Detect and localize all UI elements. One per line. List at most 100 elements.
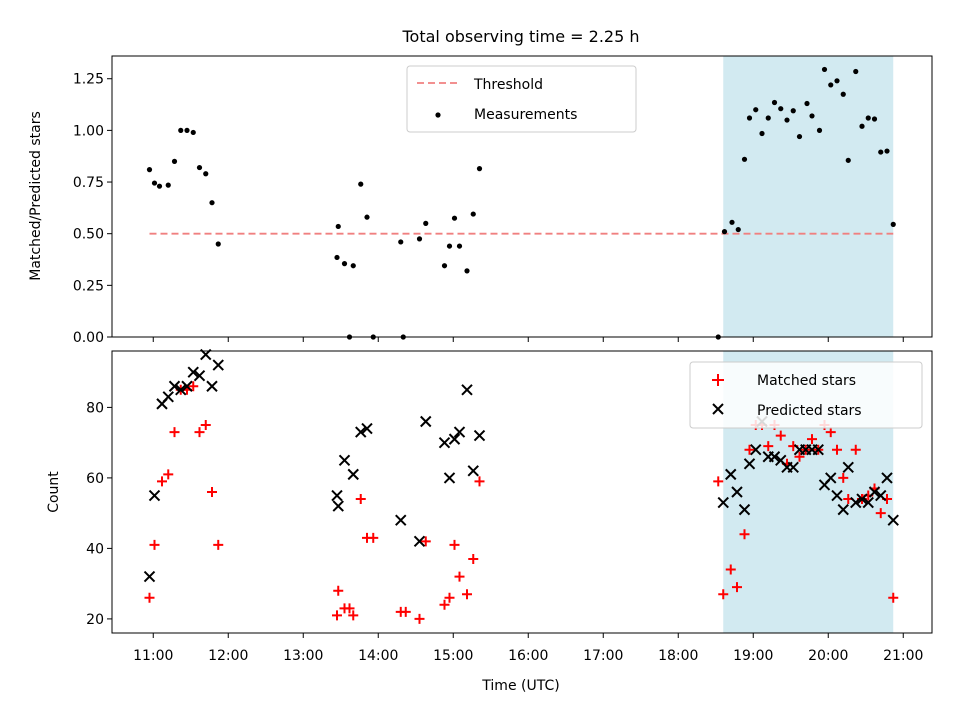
measurement-point <box>816 127 823 133</box>
legend-measurements-marker <box>435 112 441 118</box>
predicted-star-point <box>453 426 466 438</box>
predicted-star-point <box>162 391 174 403</box>
matched-star-point <box>732 582 742 593</box>
x-axis-label: Time (UTC) <box>481 678 559 694</box>
matched-star-point <box>807 434 817 445</box>
measurement-point <box>209 200 215 206</box>
matched-star-point <box>344 603 355 614</box>
matched-star-point <box>400 606 411 617</box>
predicted-star-point <box>738 503 751 516</box>
bottom-y-tick-label: 40 <box>86 541 104 557</box>
matched-star-point <box>449 539 460 550</box>
predicted-star-point <box>443 472 456 484</box>
matched-star-point <box>474 476 485 487</box>
measurement-point <box>804 100 810 107</box>
x-tick-label: 18:00 <box>658 648 698 664</box>
predicted-star-point <box>448 433 461 445</box>
matched-star-point <box>207 487 217 497</box>
matched-star-point <box>348 610 359 621</box>
predicted-star-point <box>193 369 206 382</box>
predicted-star-point <box>332 500 344 512</box>
matched-star-point <box>194 427 205 438</box>
chart-title: Total observing time = 2.25 h <box>401 27 639 46</box>
bottom-y-tick-label: 20 <box>86 612 104 628</box>
matched-star-point <box>725 564 736 575</box>
matched-star-point <box>213 539 224 550</box>
legend-matched-label: Matched stars <box>757 373 856 389</box>
predicted-star-point <box>168 380 181 392</box>
matched-star-point <box>414 613 425 624</box>
predicted-star-point <box>875 489 887 502</box>
predicted-star-point <box>187 366 199 378</box>
predicted-star-point <box>881 472 893 484</box>
predicted-star-point <box>856 493 868 505</box>
measurement-point <box>821 66 828 73</box>
matched-star-point <box>888 592 899 603</box>
x-tick-label: 19:00 <box>733 648 773 664</box>
predicted-star-point <box>181 380 193 392</box>
top-panel: 0.00 0.25 0.50 0.75 1.00 1.25 Matched/Predict… <box>28 55 933 346</box>
measurement-point <box>729 219 735 225</box>
top-legend-box <box>406 65 637 133</box>
measurement-point <box>790 108 796 114</box>
matched-star-point <box>420 536 431 547</box>
top-plot-frame <box>111 55 933 338</box>
predicted-star-point <box>420 415 432 428</box>
measurement-point <box>890 221 896 227</box>
matched-star-point <box>444 592 455 603</box>
predicted-star-point <box>347 468 359 481</box>
top-y-axis: 0.00 0.25 0.50 0.75 1.00 1.25 <box>73 72 112 346</box>
matched-star-point <box>775 430 786 441</box>
measurement-point <box>741 156 748 162</box>
matched-star-point <box>332 610 342 621</box>
measurement-point <box>784 117 790 123</box>
x-tick-label: 12:00 <box>208 648 248 664</box>
bottom-y-tick-label: 60 <box>86 471 104 487</box>
measurement-point <box>334 254 340 261</box>
predicted-star-point <box>725 468 737 481</box>
top-y-tick-label: 0.75 <box>73 175 104 191</box>
x-tick-label: 14:00 <box>358 648 398 664</box>
x-tick-label: 11:00 <box>133 648 173 664</box>
predicted-star-point <box>395 514 407 526</box>
predicted-star-point <box>743 458 756 470</box>
bottom-plot-content <box>143 348 899 624</box>
measurement-point <box>765 115 771 121</box>
measurement-point <box>215 241 221 247</box>
matched-star-point <box>200 420 211 431</box>
predicted-star-point <box>361 422 373 435</box>
legend-predicted-label: Predicted stars <box>757 403 862 419</box>
matched-star-point <box>462 589 472 600</box>
matched-star-point <box>875 508 886 519</box>
measurement-point <box>156 183 163 189</box>
predicted-star-point <box>212 359 224 371</box>
x-tick-label: 21:00 <box>883 648 923 664</box>
measurement-point <box>178 127 184 133</box>
measurement-point <box>721 229 728 235</box>
measurement-point <box>364 214 370 220</box>
measurement-point <box>335 223 341 230</box>
measurement-point <box>778 106 784 112</box>
predicted-star-point <box>825 472 837 484</box>
predicted-star-point <box>148 489 161 502</box>
measurement-point <box>423 220 429 226</box>
predicted-star-point <box>831 489 843 502</box>
matched-star-point <box>368 532 379 543</box>
x-tick-label: 17:00 <box>583 648 623 664</box>
predicted-star-point <box>787 461 799 474</box>
top-y-tick-label: 0.25 <box>73 278 104 294</box>
predicted-star-point <box>413 535 426 548</box>
top-y-tick-label: 0.50 <box>73 227 104 243</box>
predicted-star-point <box>731 486 743 498</box>
predicted-star-point <box>175 384 187 396</box>
measurement-point <box>859 123 865 129</box>
x-tick-label: 20:00 <box>808 648 848 664</box>
measurement-point <box>165 182 171 188</box>
measurement-point <box>809 113 815 119</box>
top-y-tick-label: 0.00 <box>73 330 104 346</box>
top-highlight-band <box>723 56 894 337</box>
measurement-point <box>878 149 884 155</box>
matched-star-point <box>163 469 174 480</box>
predicted-star-point <box>887 514 899 526</box>
